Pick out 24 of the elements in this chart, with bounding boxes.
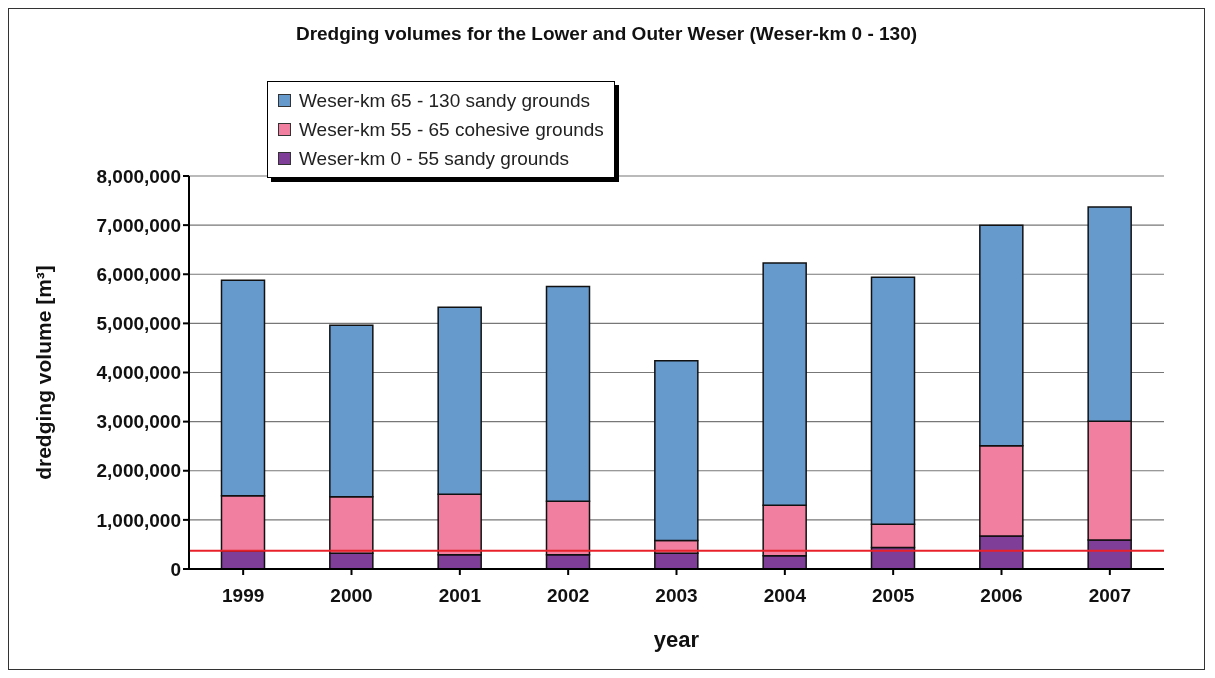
x-tick-label: 2003: [655, 585, 698, 607]
y-tick-label: 3,000,000: [96, 411, 181, 433]
y-axis-title: dredging volume [m³]: [32, 265, 56, 480]
x-tick-label: 2007: [1088, 585, 1131, 607]
x-tick-label: 2005: [872, 585, 915, 607]
y-tick-label: 5,000,000: [96, 313, 181, 335]
x-axis-title: year: [653, 627, 700, 652]
x-tick-label: 2000: [330, 585, 373, 607]
legend-label: Weser-km 0 - 55 sandy grounds: [299, 147, 569, 171]
legend-label: Weser-km 55 - 65 cohesive grounds: [299, 118, 604, 142]
y-tick-label: 4,000,000: [96, 362, 181, 384]
chart-title: Dredging volumes for the Lower and Outer Weser (Weser-km 0 - 130): [294, 23, 919, 45]
y-tick-label: 2,000,000: [96, 460, 181, 482]
y-tick-label: 0: [170, 558, 181, 580]
x-tick-label: 2006: [980, 585, 1023, 607]
x-tick-label: 2001: [438, 585, 482, 607]
y-tick-label: 7,000,000: [96, 214, 181, 236]
x-tick-label: 1999: [222, 585, 265, 607]
y-tick-label: 1,000,000: [96, 509, 181, 531]
y-tick-label: 6,000,000: [96, 263, 181, 285]
y-tick-label: 8,000,000: [96, 165, 181, 187]
x-tick-label: 2004: [763, 585, 807, 607]
x-tick-label: 2002: [547, 585, 590, 607]
legend-label: Weser-km 65 - 130 sandy grounds: [299, 89, 591, 113]
